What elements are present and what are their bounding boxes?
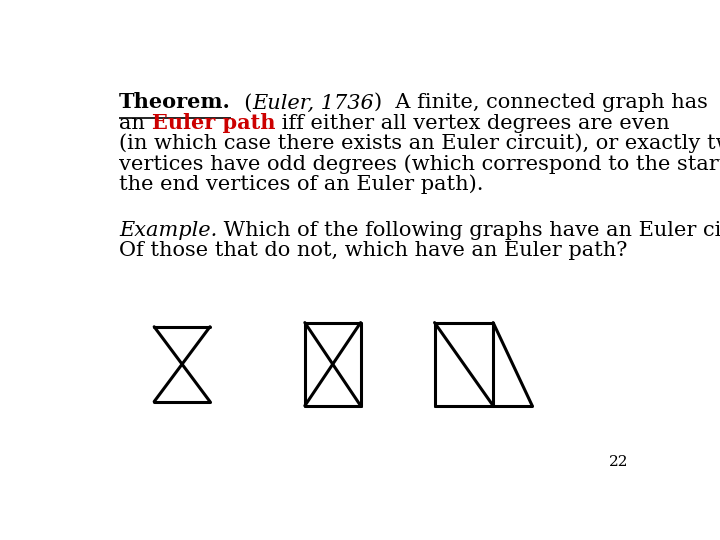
- Text: Euler path: Euler path: [151, 113, 275, 133]
- Text: Of those that do not, which have an Euler path?: Of those that do not, which have an Eule…: [119, 241, 627, 260]
- Text: iff either all vertex degrees are even: iff either all vertex degrees are even: [275, 114, 670, 133]
- Text: (in which case there exists an Euler circuit), or exactly two: (in which case there exists an Euler cir…: [119, 133, 720, 153]
- Text: Example.: Example.: [119, 221, 217, 240]
- Text: 22: 22: [609, 455, 629, 469]
- Text: the end vertices of an Euler path).: the end vertices of an Euler path).: [119, 174, 484, 194]
- Text: an: an: [119, 114, 151, 133]
- Text: (: (: [231, 93, 252, 112]
- Text: )  A finite, connected graph has: ) A finite, connected graph has: [374, 93, 708, 112]
- Text: Euler, 1736: Euler, 1736: [252, 93, 374, 112]
- Text: Which of the following graphs have an Euler circuit?: Which of the following graphs have an Eu…: [217, 221, 720, 240]
- Text: Theorem.: Theorem.: [119, 92, 231, 112]
- Text: vertices have odd degrees (which correspond to the start and: vertices have odd degrees (which corresp…: [119, 154, 720, 173]
